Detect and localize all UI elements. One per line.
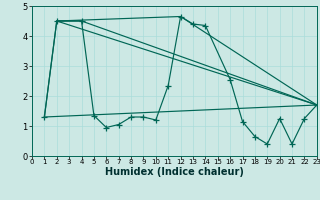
X-axis label: Humidex (Indice chaleur): Humidex (Indice chaleur) bbox=[105, 167, 244, 177]
